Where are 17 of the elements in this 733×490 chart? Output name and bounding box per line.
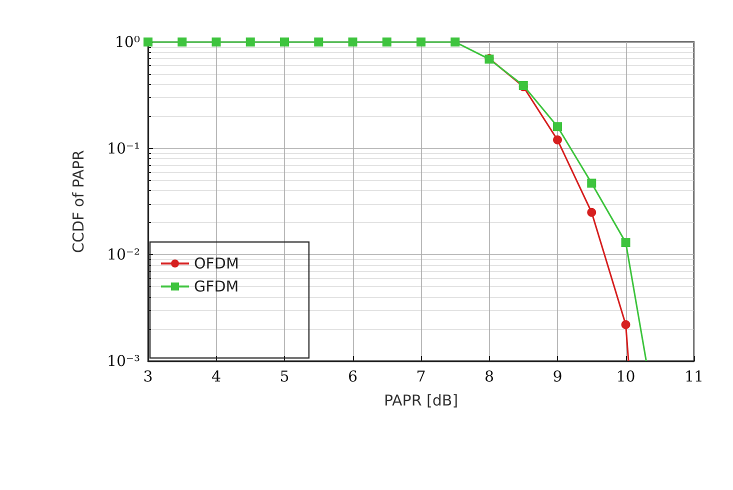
y-tick-label: 10⁰ [114, 33, 140, 51]
x-tick-label: 10 [616, 368, 636, 386]
x-tick-label: 9 [552, 368, 562, 386]
y-tick-label: 10⁻² [106, 246, 140, 264]
x-tick-label: 7 [416, 368, 426, 386]
y-axis-title: CCDF of PAPR [70, 150, 88, 253]
x-tick-label: 4 [211, 368, 222, 386]
x-tick-label: 3 [143, 368, 153, 386]
x-tick-label: 11 [684, 368, 704, 386]
x-tick-label: 6 [348, 368, 358, 386]
x-axis-title: PAPR [dB] [384, 392, 458, 410]
x-tick-label: 5 [280, 368, 290, 386]
legend-label: OFDM [194, 254, 239, 272]
y-tick-label: 10⁻³ [106, 352, 140, 370]
legend-label: GFDM [194, 278, 239, 296]
y-tick-label: 10⁻¹ [106, 139, 140, 158]
x-tick-label: 8 [484, 368, 494, 386]
